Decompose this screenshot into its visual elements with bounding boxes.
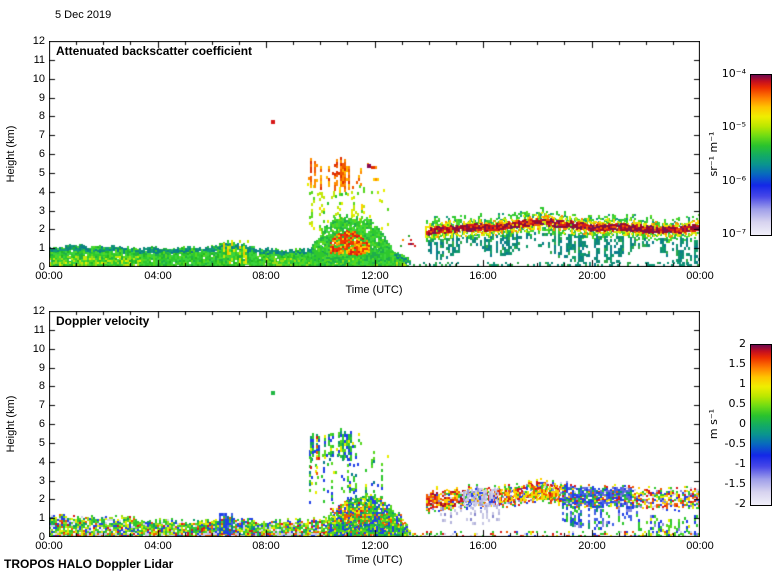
y-tick-label: 9 xyxy=(38,92,45,104)
y-tick-label: 4 xyxy=(38,456,45,468)
y-tick-label: 9 xyxy=(38,362,45,374)
y-tick-label: 4 xyxy=(38,186,45,198)
colorbar-tick-label: 10⁻⁷ xyxy=(721,227,746,240)
x-tick-label: 08:00 xyxy=(252,270,280,282)
colorbar-tick-label: 10⁻⁶ xyxy=(721,174,746,187)
y-tick-label: 12 xyxy=(32,305,45,317)
y-tick-label: 6 xyxy=(38,148,45,160)
y-tick-label: 6 xyxy=(38,418,45,430)
x-tick-label: 16:00 xyxy=(469,540,497,552)
x-axis-label-top: Time (UTC) xyxy=(345,284,403,296)
y-tick-label: 8 xyxy=(38,380,45,392)
y-tick-label: 1 xyxy=(38,512,45,524)
doppler-panel-title: Doppler velocity xyxy=(56,314,150,328)
colorbar-tick-label: -2 xyxy=(735,497,746,510)
colorbar-tick-label: 0.5 xyxy=(728,397,747,410)
x-tick-label: 04:00 xyxy=(144,540,172,552)
y-tick-label: 0 xyxy=(38,531,45,543)
y-tick-label: 1 xyxy=(38,242,45,254)
date-label: 5 Dec 2019 xyxy=(55,9,112,21)
y-tick-label: 3 xyxy=(38,475,45,487)
colorbar-tick-label: 0 xyxy=(739,417,746,430)
y-tick-label: 10 xyxy=(32,343,45,355)
backscatter-panel-title: Attenuated backscatter coefficient xyxy=(56,44,253,58)
y-tick-label: 5 xyxy=(38,437,45,449)
colorbar-tick-label: -0.5 xyxy=(724,437,746,450)
backscatter-colorbar xyxy=(750,74,772,236)
x-tick-label: 08:00 xyxy=(252,540,280,552)
y-tick-label: 3 xyxy=(38,205,45,217)
y-tick-label: 0 xyxy=(38,261,45,273)
backscatter-heatmap-canvas xyxy=(49,41,700,267)
y-tick-label: 7 xyxy=(38,399,45,411)
x-tick-label: 00:00 xyxy=(686,540,714,552)
y-tick-label: 12 xyxy=(32,35,45,47)
y-tick-label: 11 xyxy=(33,324,45,336)
x-tick-label: 16:00 xyxy=(469,270,497,282)
x-tick-label: 20:00 xyxy=(578,270,606,282)
colorbar-tick-label: 10⁻⁴ xyxy=(721,67,746,80)
x-tick-label: 12:00 xyxy=(361,540,389,552)
x-tick-label: 20:00 xyxy=(578,540,606,552)
y-tick-label: 7 xyxy=(38,129,45,141)
x-tick-label: 00:00 xyxy=(35,270,63,282)
colorbar-tick-label: -1.5 xyxy=(724,477,746,490)
y-tick-label: 11 xyxy=(33,54,45,66)
x-tick-label: 04:00 xyxy=(144,270,172,282)
colorbar-tick-label: 10⁻⁵ xyxy=(721,120,746,133)
y-tick-label: 2 xyxy=(38,493,45,505)
y-tick-label: 10 xyxy=(32,73,45,85)
colorbar-tick-label: 1.5 xyxy=(728,357,747,370)
colorbar-tick-label: 2 xyxy=(739,337,746,350)
x-tick-label: 00:00 xyxy=(686,270,714,282)
y-tick-label: 8 xyxy=(38,110,45,122)
x-tick-label: 00:00 xyxy=(35,540,63,552)
x-tick-label: 12:00 xyxy=(361,270,389,282)
y-tick-label: 2 xyxy=(38,223,45,235)
doppler-colorbar xyxy=(750,344,772,506)
doppler-heatmap-canvas xyxy=(49,311,700,537)
colorbar-tick-label: 1 xyxy=(739,377,746,390)
x-axis-label-bottom: Time (UTC) xyxy=(345,554,403,566)
y-tick-label: 5 xyxy=(38,167,45,179)
footer-credit: TROPOS HALO Doppler Lidar xyxy=(4,557,174,571)
colorbar-tick-label: -1 xyxy=(735,457,746,470)
